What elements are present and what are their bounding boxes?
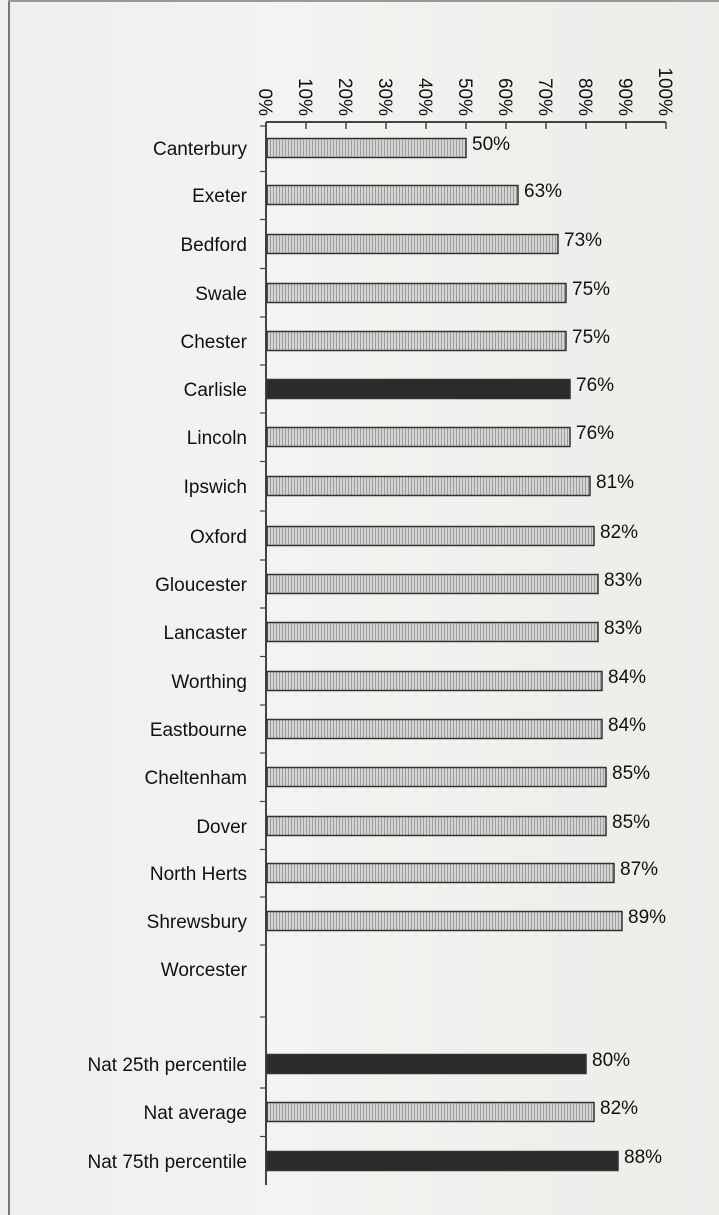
bar — [266, 184, 519, 206]
category-label: Cheltenham — [145, 768, 247, 789]
data-label: 75% — [572, 327, 610, 348]
data-label: 89% — [628, 907, 666, 928]
x-tick-label: 60% — [494, 78, 515, 116]
bar — [266, 1150, 619, 1172]
category-label: North Herts — [150, 864, 247, 885]
bar — [266, 815, 607, 837]
category-label: Worthing — [171, 672, 247, 693]
data-label: 83% — [604, 618, 642, 639]
category-label: Lincoln — [187, 428, 247, 449]
data-label: 76% — [576, 375, 614, 396]
x-tick-label: 40% — [414, 78, 435, 116]
bar — [266, 910, 623, 932]
bar — [266, 233, 559, 255]
data-label: 73% — [564, 230, 602, 251]
bar — [266, 718, 603, 740]
bar — [266, 1053, 587, 1075]
x-tick-label: 30% — [374, 78, 395, 116]
category-label: Carlisle — [184, 380, 247, 401]
x-tick-label: 70% — [534, 78, 555, 116]
bar — [266, 670, 603, 692]
data-label: 85% — [612, 763, 650, 784]
category-label: Worcester — [161, 960, 248, 981]
x-tick-label: 80% — [574, 78, 595, 116]
x-tick-label: 20% — [334, 78, 355, 116]
category-label: Ipswich — [184, 477, 247, 498]
bar — [266, 766, 607, 788]
data-label: 50% — [472, 134, 510, 155]
bar — [266, 378, 571, 400]
x-tick-label: 100% — [654, 67, 675, 116]
category-label: Chester — [180, 332, 247, 353]
data-label: 76% — [576, 423, 614, 444]
category-label: Canterbury — [153, 139, 247, 160]
bar — [266, 862, 615, 884]
data-label: 83% — [604, 570, 642, 591]
category-label: Dover — [196, 817, 247, 838]
category-label: Lancaster — [164, 623, 248, 644]
category-label: Gloucester — [155, 575, 248, 596]
data-label: 75% — [572, 279, 610, 300]
category-label: Exeter — [192, 186, 248, 207]
scan-frame-left-edge — [8, 0, 10, 1215]
data-label: 63% — [524, 181, 562, 202]
data-label: 87% — [620, 859, 658, 880]
axis-layer — [260, 121, 667, 1185]
data-label: 80% — [592, 1050, 630, 1071]
scan-frame-top-edge — [8, 0, 719, 2]
category-label: Eastbourne — [150, 720, 247, 741]
category-label: Oxford — [190, 527, 247, 548]
x-tick-label: 10% — [294, 78, 315, 116]
bar — [266, 525, 595, 547]
data-label: 81% — [596, 472, 634, 493]
category-label: Nat 75th percentile — [88, 1152, 248, 1173]
bar — [266, 330, 567, 352]
bar — [266, 621, 599, 643]
bars-layer — [266, 137, 623, 1172]
category-label: Bedford — [180, 235, 247, 256]
labels-layer: 0% 10% 20% 30% 40% 50% 60% 70% 80% 90% 100% Canterb… — [88, 67, 676, 1173]
bar — [266, 137, 467, 159]
data-label: 84% — [608, 715, 646, 736]
data-label: 84% — [608, 667, 646, 688]
data-label: 82% — [600, 1098, 638, 1119]
x-tick-label: 0% — [254, 89, 275, 117]
category-label: Nat average — [143, 1103, 247, 1124]
bar — [266, 282, 567, 304]
x-tick-label: 50% — [454, 78, 475, 116]
category-label: Swale — [195, 284, 247, 305]
x-tick-label: 90% — [614, 78, 635, 116]
category-label: Shrewsbury — [147, 912, 248, 933]
data-label: 85% — [612, 812, 650, 833]
bar — [266, 573, 599, 595]
bar — [266, 1101, 595, 1123]
category-label: Nat 25th percentile — [88, 1055, 248, 1076]
bar — [266, 426, 571, 448]
data-label: 88% — [624, 1147, 662, 1168]
data-label: 82% — [600, 522, 638, 543]
bar — [266, 475, 591, 497]
